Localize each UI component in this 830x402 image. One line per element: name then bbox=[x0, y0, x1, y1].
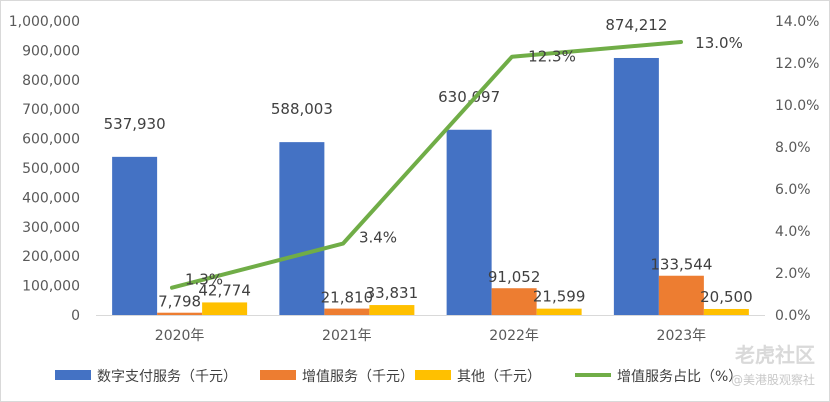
bar bbox=[491, 288, 537, 315]
bar bbox=[369, 305, 415, 315]
y-right-tick-label: 14.0% bbox=[775, 14, 819, 30]
y-left-tick-label: 400,000 bbox=[22, 190, 80, 206]
y-left-tick-label: 800,000 bbox=[22, 73, 80, 89]
bar bbox=[279, 142, 325, 315]
x-tick-label: 2020年 bbox=[155, 328, 205, 344]
bar bbox=[703, 308, 749, 315]
line-data-label: 12.3% bbox=[528, 48, 576, 66]
y-right-tick-label: 10.0% bbox=[775, 98, 819, 114]
y-right-tick-label: 4.0% bbox=[775, 224, 811, 240]
bar-data-label: 21,810 bbox=[321, 289, 374, 307]
y-left-tick-label: 100,000 bbox=[22, 279, 80, 295]
bar bbox=[536, 308, 582, 315]
legend-swatch bbox=[260, 370, 296, 380]
y-left-tick-label: 1,000,000 bbox=[9, 14, 80, 30]
bar-data-label: 91,052 bbox=[488, 268, 541, 286]
x-tick-label: 2022年 bbox=[489, 328, 539, 344]
watermark-handle: @美港股观察社 bbox=[731, 372, 815, 387]
legend-swatch bbox=[415, 370, 451, 380]
bar-data-label: 537,930 bbox=[104, 115, 166, 133]
y-right-tick-label: 2.0% bbox=[775, 266, 811, 282]
y-left-tick-label: 700,000 bbox=[22, 102, 80, 118]
line-series bbox=[170, 40, 683, 290]
bar bbox=[112, 156, 158, 315]
x-tick-label: 2021年 bbox=[322, 328, 372, 344]
y-left-tick-label: 500,000 bbox=[22, 161, 80, 177]
bar bbox=[613, 57, 659, 316]
y-left-tick-label: 300,000 bbox=[22, 220, 80, 236]
line-data-label: 3.4% bbox=[359, 229, 397, 247]
line-data-label: 1.3% bbox=[185, 271, 223, 289]
bar bbox=[324, 308, 370, 315]
y-left-tick-label: 0 bbox=[71, 308, 80, 324]
bar-data-label: 21,599 bbox=[533, 288, 586, 306]
bar bbox=[157, 312, 203, 315]
bar-data-label: 630,097 bbox=[438, 88, 500, 106]
legend-label: 数字支付服务（千元） bbox=[97, 369, 237, 385]
y-left-tick-label: 900,000 bbox=[22, 43, 80, 59]
bar-data-label: 42,774 bbox=[198, 281, 251, 299]
bar-data-label: 588,003 bbox=[271, 100, 333, 118]
legend-swatch bbox=[55, 370, 91, 380]
bar-data-label: 874,212 bbox=[605, 16, 667, 34]
bar bbox=[658, 275, 704, 315]
bar-data-label: 20,500 bbox=[700, 288, 753, 306]
bar bbox=[202, 302, 248, 315]
line-data-label: 13.0% bbox=[695, 34, 743, 52]
y-right-tick-label: 0.0% bbox=[775, 308, 811, 324]
y-right-tick-label: 6.0% bbox=[775, 182, 811, 198]
bar bbox=[446, 129, 492, 315]
y-right-tick-label: 12.0% bbox=[775, 56, 819, 72]
bar-data-label: 133,544 bbox=[650, 256, 712, 274]
watermark-brand: 老虎社区 bbox=[735, 343, 815, 367]
y-right-tick-label: 8.0% bbox=[775, 140, 811, 156]
legend-label: 增值服务（千元） bbox=[302, 369, 414, 385]
y-left-tick-label: 200,000 bbox=[22, 249, 80, 265]
legend-label: 其他（千元） bbox=[457, 369, 541, 385]
y-left-tick-label: 600,000 bbox=[22, 132, 80, 148]
x-tick-label: 2023年 bbox=[657, 328, 707, 344]
bar-data-label: 33,831 bbox=[366, 284, 419, 302]
bar-data-label: 7,798 bbox=[158, 293, 201, 311]
legend-label: 增值服务占比（%） bbox=[617, 369, 742, 385]
